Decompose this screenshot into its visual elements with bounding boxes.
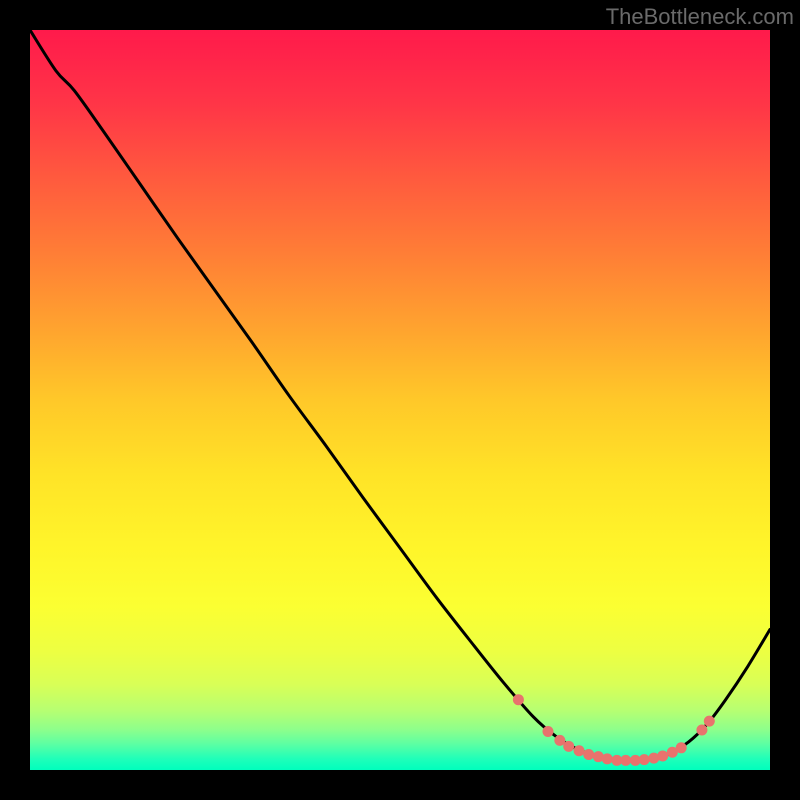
chart-root: TheBottleneck.com <box>0 0 800 800</box>
curve-marker <box>574 745 585 756</box>
attribution-label: TheBottleneck.com <box>606 4 794 30</box>
curve-marker <box>704 716 715 727</box>
curve-marker <box>676 742 687 753</box>
curve-marker <box>620 755 631 766</box>
curve-marker <box>583 749 594 760</box>
curve-marker <box>543 726 554 737</box>
curve-marker <box>696 725 707 736</box>
plot-svg <box>30 30 770 770</box>
curve-marker <box>563 741 574 752</box>
curve-marker <box>602 753 613 764</box>
gradient-background <box>30 30 770 770</box>
plot-area <box>30 30 770 770</box>
curve-marker <box>639 754 650 765</box>
curve-marker <box>513 694 524 705</box>
curve-marker <box>657 750 668 761</box>
